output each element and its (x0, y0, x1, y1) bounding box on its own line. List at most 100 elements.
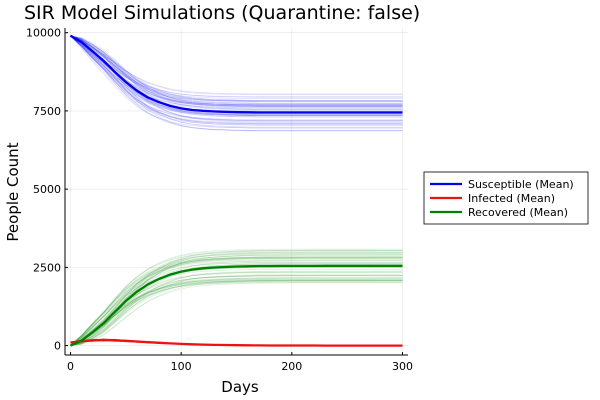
simulation-run-line (70, 35, 403, 102)
legend-entry-label: Infected (Mean) (468, 192, 555, 205)
simulation-run-line (70, 35, 403, 108)
simulation-run-line (70, 272, 403, 346)
simulation-run-line (70, 35, 403, 95)
simulation-run-line (70, 279, 403, 346)
simulation-run-line (70, 250, 403, 346)
simulation-run-line (70, 277, 403, 346)
y-axis-label: People Count (4, 142, 22, 241)
simulation-run-line (70, 278, 403, 346)
legend-entry-label: Recovered (Mean) (468, 206, 568, 219)
simulation-run-line (70, 251, 403, 346)
simulation-run-line (70, 35, 403, 112)
simulation-run-line (70, 249, 403, 346)
simulation-run-line (70, 35, 403, 104)
simulation-run-line (70, 35, 403, 107)
simulation-run-line (70, 35, 403, 123)
simulation-run-line (70, 282, 403, 346)
simulation-run-line (70, 256, 403, 346)
simulation-run-line (70, 35, 403, 129)
simulation-run-line (70, 35, 403, 110)
simulation-run-line (70, 256, 403, 346)
simulation-run-line (70, 277, 403, 346)
simulation-run-line (70, 35, 403, 116)
simulation-run-line (70, 35, 403, 108)
x-tick-label: 100 (171, 360, 192, 373)
simulation-run-line (70, 256, 403, 346)
simulation-run-line (70, 35, 403, 107)
simulation-run-line (70, 35, 403, 108)
legend: Susceptible (Mean)Infected (Mean)Recover… (423, 171, 589, 225)
simulation-run-line (70, 279, 403, 346)
axes: 0 100 200 300 0 2500 5000 7500 10000 (26, 27, 413, 373)
y-tick-label: 0 (54, 340, 61, 353)
simulation-run-line (70, 261, 403, 346)
simulation-run-line (70, 35, 403, 116)
simulation-run-line (70, 253, 403, 346)
chart-title: SIR Model Simulations (Quarantine: false… (24, 2, 420, 24)
simulation-run-line (70, 35, 403, 96)
simulation-run-line (70, 35, 403, 115)
simulation-run-line (70, 266, 403, 346)
mean-series (69, 34, 403, 347)
simulation-run-line (70, 260, 403, 346)
simulation-run-line (70, 35, 403, 132)
y-tick-label: 10000 (26, 27, 61, 40)
simulation-run-line (70, 256, 403, 346)
simulation-run-line (70, 35, 403, 104)
simulation-run-line (70, 35, 403, 121)
simulation-run-line (70, 279, 403, 346)
simulation-run-line (70, 257, 403, 346)
simulation-run-line (70, 257, 403, 346)
simulation-run-line (70, 255, 403, 346)
simulation-run-line (70, 248, 403, 346)
simulation-run-line (70, 278, 403, 346)
y-tick-label: 5000 (33, 183, 61, 196)
simulation-run-line (70, 280, 403, 346)
simulation-run-line (70, 282, 403, 346)
simulation-run-line (70, 270, 403, 346)
simulation-run-line (70, 257, 403, 346)
simulation-run-line (70, 35, 403, 125)
simulation-run-line (70, 35, 403, 120)
x-tick-label: 0 (67, 360, 74, 373)
simulation-run-line (70, 35, 403, 99)
simulation-run-line (70, 35, 403, 116)
simulation-run-line (70, 35, 403, 105)
simulation-run-line (70, 280, 403, 346)
simulation-run-line (70, 259, 403, 346)
simulation-run-line (70, 35, 403, 122)
simulation-run-line (70, 35, 403, 132)
simulation-run-line (70, 263, 403, 346)
simulation-run-line (70, 281, 403, 346)
y-tick-label: 7500 (33, 105, 61, 118)
mean-series-line (69, 34, 403, 114)
simulation-run-line (70, 35, 403, 101)
simulation-run-line (70, 35, 403, 106)
simulation-run-line (70, 274, 403, 346)
simulation-run-line (70, 35, 403, 126)
simulation-run-line (70, 275, 403, 346)
mean-series-line (70, 264, 403, 347)
simulation-run-line (70, 249, 403, 346)
simulation-run-line (70, 35, 403, 124)
simulation-run-line (70, 252, 403, 346)
simulation-run-line (70, 257, 403, 346)
simulation-run-line (70, 280, 403, 346)
x-axis-label: Days (221, 378, 259, 396)
simulation-run-line (70, 35, 403, 131)
simulation-run-line (70, 271, 403, 346)
simulation-run-line (70, 263, 403, 346)
x-tick-label: 300 (392, 360, 413, 373)
simulation-run-line (70, 252, 403, 346)
simulation-run-line (70, 258, 403, 346)
y-tick-label: 2500 (33, 261, 61, 274)
legend-entry-label: Susceptible (Mean) (468, 178, 574, 191)
simulation-run-line (70, 35, 403, 107)
simulation-run-line (70, 277, 403, 346)
simulation-run-line (70, 268, 403, 346)
simulation-run-line (70, 35, 403, 102)
simulation-run-line (70, 262, 403, 346)
simulation-run-line (70, 35, 403, 102)
simulation-run-line (70, 35, 403, 116)
